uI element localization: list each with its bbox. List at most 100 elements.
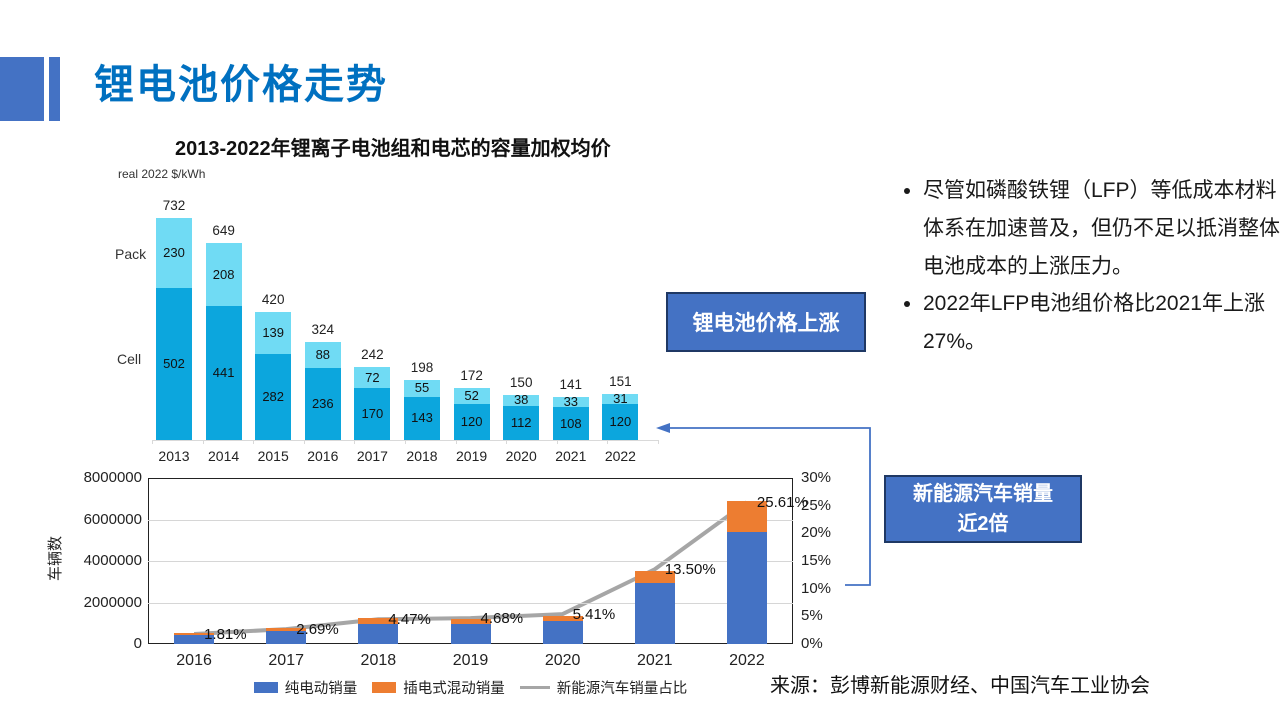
share-data-label: 5.41% xyxy=(572,606,616,624)
callout-price-up-text: 锂电池价格上涨 xyxy=(692,312,840,335)
connector-line xyxy=(670,427,871,586)
pack-value-label: 55 xyxy=(414,380,430,396)
bar-total-label: 151 xyxy=(609,374,632,390)
cell-value-label: 502 xyxy=(163,355,185,371)
x-axis-tick xyxy=(152,440,153,444)
cell-value-label: 112 xyxy=(510,415,532,430)
bev-bar xyxy=(542,620,583,644)
bar-total-label: 172 xyxy=(460,367,483,383)
pack-value-label: 38 xyxy=(513,392,529,408)
x-axis-tick xyxy=(556,440,558,444)
cell-bar-segment xyxy=(404,396,440,440)
left-axis-tick-label: 0 xyxy=(133,635,142,652)
nev-x-axis-label: 2018 xyxy=(360,652,397,669)
x-axis-tick xyxy=(303,440,305,444)
pack-bar-segment xyxy=(255,312,292,355)
x-axis-tick xyxy=(405,440,406,444)
pack-bar-segment xyxy=(503,394,540,407)
cell-value-label: 120 xyxy=(609,413,632,429)
x-axis-tick xyxy=(455,440,457,444)
battery-price-chart: 2013-2022年锂离子电池组和电芯的容量加权均价 real 2022 $/k… xyxy=(110,130,690,475)
nev-x-axis-label: 2020 xyxy=(544,652,581,669)
bar-total-label: 242 xyxy=(361,346,384,362)
x-axis-label: 2013 xyxy=(158,448,190,464)
bar-total-label: 732 xyxy=(162,197,186,213)
battery-price-unit-label: real 2022 $/kWh xyxy=(118,167,206,181)
cell-value-label: 282 xyxy=(262,389,285,405)
cell-value-label: 236 xyxy=(311,396,334,412)
bar-total-label: 420 xyxy=(261,292,285,308)
bar-total-label: 150 xyxy=(509,374,533,390)
x-axis-label: 2017 xyxy=(356,448,388,464)
phev-bar xyxy=(450,619,491,624)
pack-value-label: 208 xyxy=(212,266,235,282)
cell-bar-segment xyxy=(552,407,589,440)
pack-bar-segment xyxy=(354,366,391,389)
share-data-label: 4.47% xyxy=(388,611,431,629)
x-axis-tick xyxy=(607,440,609,444)
cell-value-label: 170 xyxy=(361,406,384,422)
nev-chart-legend: 纯电动销量 插电式混动销量 新能源汽车销量占比 xyxy=(148,677,793,698)
cell-bar-segment xyxy=(354,388,391,440)
phev-bar xyxy=(174,633,215,636)
pack-value-label: 72 xyxy=(365,369,380,385)
right-axis-tick-label: 5% xyxy=(801,607,823,625)
x-axis-label: 2019 xyxy=(456,448,488,464)
pack-value-label: 31 xyxy=(613,390,628,406)
bev-bar xyxy=(450,623,491,644)
share-legend-swatch xyxy=(519,686,550,689)
nev-x-axis-label: 2017 xyxy=(268,652,304,669)
callout-nev-line1: 新能源汽车销量 xyxy=(913,483,1053,505)
commentary-bullets: 尽管如磷酸铁锂（LFP）等低成本材料体系在加速普及，但仍不足以抵消整体电池成本的… xyxy=(893,172,1280,361)
legend-label-share: 新能源汽车销量占比 xyxy=(556,681,688,697)
callout-nev-sales: 新能源汽车销量 近2倍 xyxy=(884,475,1082,543)
x-axis-label: 2016 xyxy=(307,448,339,464)
cell-value-label: 143 xyxy=(411,410,433,426)
x-axis-tick xyxy=(253,440,255,444)
pack-bar-segment xyxy=(304,341,341,369)
arrowhead-icon xyxy=(656,423,670,433)
page-title: 锂电池价格走势 xyxy=(94,63,388,107)
bar-total-label: 324 xyxy=(311,321,335,337)
nev-x-axis-label: 2019 xyxy=(452,652,489,669)
cell-bar-segment xyxy=(255,354,292,440)
x-axis-label: 2014 xyxy=(208,448,240,464)
x-axis-label: 2021 xyxy=(555,448,587,464)
pack-value-label: 52 xyxy=(464,387,479,403)
title-accent-block xyxy=(0,57,44,121)
pack-value-label: 230 xyxy=(163,244,185,260)
right-axis-tick-label: 0% xyxy=(801,635,823,652)
phev-legend-swatch xyxy=(372,682,397,693)
phev-bar xyxy=(358,618,399,624)
pack-value-label: 139 xyxy=(262,325,285,341)
cell-value-label: 108 xyxy=(559,415,582,431)
pack-series-label: Pack xyxy=(115,246,147,262)
x-axis-tick xyxy=(506,440,508,444)
x-axis-label: 2018 xyxy=(406,448,438,464)
source-text: 来源：彭博新能源财经、中国汽车工业协会 xyxy=(770,675,1150,697)
legend-label-bev: 纯电动销量 xyxy=(284,681,358,697)
bev-bar xyxy=(174,635,215,644)
nev-x-axis-label: 2016 xyxy=(176,652,212,669)
cell-bar-segment xyxy=(453,403,490,440)
left-axis-tick-label: 4000000 xyxy=(83,552,142,569)
x-axis-label: 2015 xyxy=(257,448,289,464)
bar-total-label: 649 xyxy=(212,223,235,239)
connector-arrow xyxy=(656,423,871,586)
pack-bar-segment xyxy=(602,394,639,404)
bev-bar xyxy=(266,630,307,644)
left-axis-tick-label: 2000000 xyxy=(83,593,142,611)
gridline xyxy=(148,602,793,604)
phev-bar xyxy=(266,628,307,631)
share-data-label: 1.81% xyxy=(204,625,247,643)
callout-nev-line2: 近2倍 xyxy=(957,513,1009,535)
x-axis-label: 2022 xyxy=(604,448,636,464)
callout-price-up: 锂电池价格上涨 xyxy=(666,292,866,352)
bev-bar xyxy=(358,623,399,644)
cell-bar-segment xyxy=(304,368,341,440)
pack-bar-segment xyxy=(453,387,490,404)
pack-bar-segment xyxy=(205,243,242,307)
cell-series-label: Cell xyxy=(117,351,142,367)
nev-y-axis-title: 车辆数 xyxy=(47,535,65,582)
